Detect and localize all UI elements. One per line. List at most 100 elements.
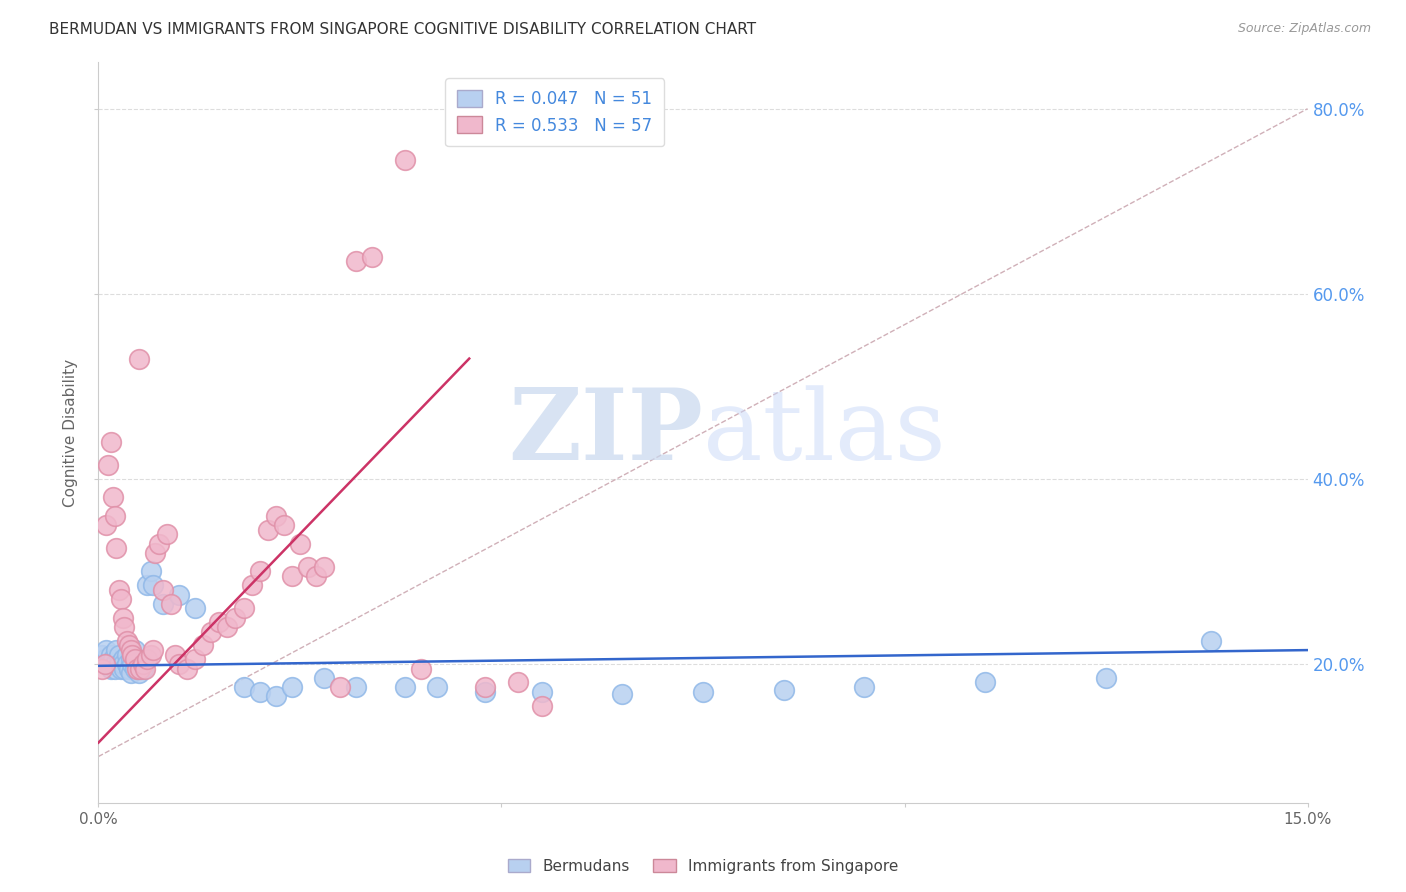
Point (329, 680, 352, 694)
Point (128, 351, 150, 366)
Point (115, 657, 138, 671)
Point (249, 565, 271, 579)
Point (200, 624, 222, 639)
Point (163, 648, 186, 662)
Point (107, 648, 129, 662)
Text: ZIP: ZIP (508, 384, 703, 481)
Point (94, 657, 117, 671)
Point (394, 153, 416, 167)
Point (111, 657, 134, 671)
Point (94, 652, 117, 666)
Point (91, 662, 114, 676)
Point (1199, 633, 1222, 648)
Legend: R = 0.047   N = 51, R = 0.533   N = 57: R = 0.047 N = 51, R = 0.533 N = 57 (446, 78, 664, 146)
Point (124, 643, 146, 657)
Point (128, 666, 150, 681)
Point (176, 662, 198, 676)
Point (281, 569, 304, 583)
Point (208, 615, 231, 630)
Point (281, 680, 304, 694)
Point (120, 652, 142, 666)
Point (105, 541, 128, 556)
Point (139, 648, 162, 662)
Point (156, 527, 179, 541)
Point (120, 643, 142, 657)
Point (409, 662, 432, 676)
Point (103, 662, 125, 676)
Point (112, 662, 135, 676)
Text: atlas: atlas (703, 384, 946, 481)
Y-axis label: Cognitive Disability: Cognitive Disability (63, 359, 79, 507)
Point (129, 662, 152, 676)
Point (474, 680, 496, 694)
Point (127, 652, 149, 666)
Point (121, 648, 143, 662)
Point (232, 680, 254, 694)
Point (264, 690, 287, 704)
Point (121, 657, 143, 671)
Point (91, 648, 114, 662)
Point (142, 643, 165, 657)
Point (853, 680, 876, 694)
Point (128, 657, 150, 671)
Point (111, 652, 134, 666)
Point (96, 518, 118, 533)
Point (110, 592, 132, 607)
Legend: Bermudans, Immigrants from Singapore: Bermudans, Immigrants from Singapore (502, 853, 904, 880)
Point (612, 687, 634, 701)
Point (217, 620, 239, 634)
Point (103, 657, 125, 671)
Point (314, 559, 336, 574)
Point (96, 643, 118, 657)
Point (152, 582, 174, 597)
Point (152, 597, 174, 611)
Point (103, 508, 125, 523)
Point (124, 662, 146, 676)
Text: BERMUDAN VS IMMIGRANTS FROM SINGAPORE COGNITIVE DISABILITY CORRELATION CHART: BERMUDAN VS IMMIGRANTS FROM SINGAPORE CO… (49, 22, 756, 37)
Point (132, 657, 155, 671)
Point (264, 508, 287, 523)
Point (142, 578, 165, 592)
Point (193, 639, 215, 653)
Point (143, 546, 166, 560)
Point (107, 657, 129, 671)
Point (256, 523, 278, 537)
Point (249, 685, 271, 699)
Point (110, 662, 132, 676)
Point (167, 657, 190, 671)
Point (974, 675, 997, 690)
Point (288, 536, 311, 550)
Point (135, 652, 157, 666)
Point (132, 662, 155, 676)
Point (394, 680, 416, 694)
Point (101, 491, 124, 505)
Point (273, 518, 295, 533)
Point (97, 458, 120, 472)
Point (1095, 671, 1118, 685)
Point (101, 652, 124, 666)
Point (111, 610, 134, 624)
Point (118, 639, 141, 653)
Point (148, 536, 170, 550)
Point (97, 657, 120, 671)
Point (135, 578, 157, 592)
Point (167, 588, 190, 602)
Point (115, 633, 138, 648)
Point (105, 643, 128, 657)
Point (120, 666, 142, 681)
Point (474, 685, 496, 699)
Point (184, 601, 207, 615)
Point (344, 254, 367, 268)
Point (506, 675, 529, 690)
Point (100, 648, 122, 662)
Point (530, 685, 553, 699)
Point (232, 601, 254, 615)
Point (127, 662, 149, 676)
Point (139, 565, 162, 579)
Point (530, 698, 553, 713)
Point (314, 671, 336, 685)
Point (692, 685, 714, 699)
Point (107, 582, 129, 597)
Point (100, 662, 122, 676)
Point (112, 620, 135, 634)
